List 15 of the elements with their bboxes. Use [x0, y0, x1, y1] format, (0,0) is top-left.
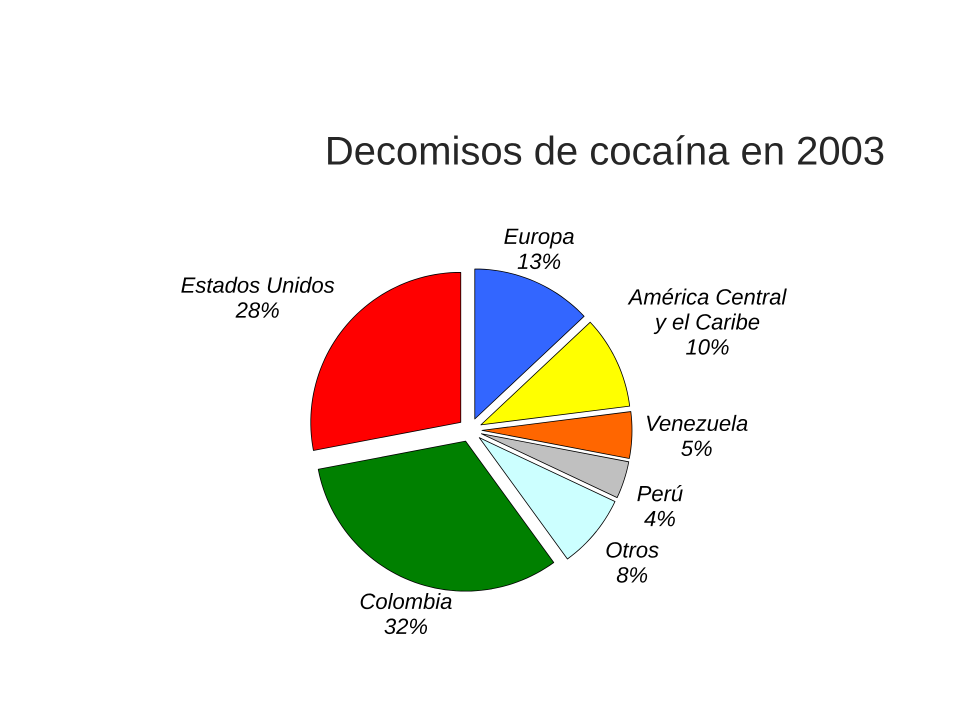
data-label: 4%: [644, 510, 675, 526]
slice-label: América Central y el Caribe: [628, 288, 787, 334]
slice-label: Colombia: [360, 592, 452, 610]
data-label: 32%: [384, 618, 428, 634]
slice-label: Otros: [606, 542, 659, 558]
slice-label: Perú: [637, 484, 683, 502]
slice-label: Europa: [504, 228, 574, 248]
data-label: 8%: [616, 567, 648, 583]
data-label: 5%: [681, 440, 712, 456]
slice-label: Estados Unidos: [181, 276, 334, 293]
chart-title: Decomisos de cocaína en 2003: [328, 135, 884, 165]
slice-label: Venezuela: [647, 414, 748, 432]
data-label: 10%: [686, 339, 729, 355]
data-label: 28%: [236, 302, 279, 318]
data-label: 13%: [518, 254, 560, 270]
